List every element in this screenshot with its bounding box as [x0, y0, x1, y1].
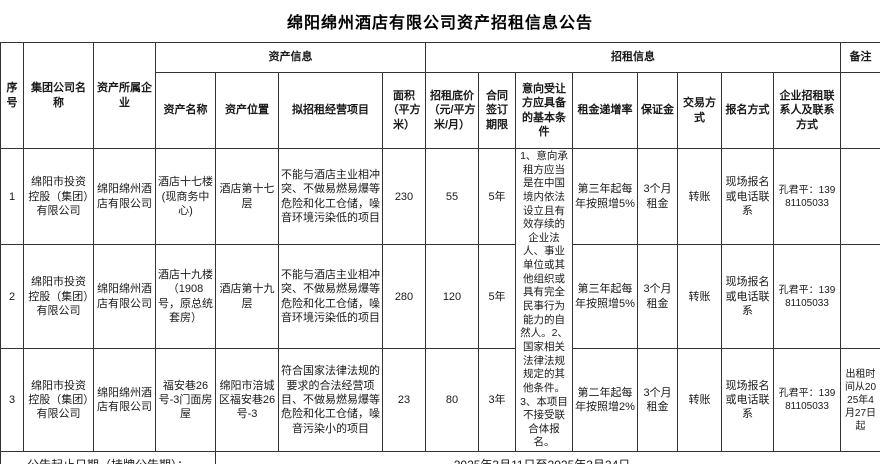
- cell-registration: 现场报名或电话联系: [721, 244, 774, 350]
- header-transaction: 交易方式: [677, 72, 722, 149]
- cell-contract-term: 3年: [478, 348, 516, 453]
- header-project: 拟招租经营项目: [278, 72, 383, 149]
- page-title: 绵阳绵州酒店有限公司资产招租信息公告: [286, 15, 593, 32]
- cell-group-company: 绵阳市投资控股（集团）有限公司: [23, 348, 94, 453]
- cell-area: 230: [382, 147, 426, 246]
- header-area: 面积（平方米）: [382, 72, 426, 149]
- cell-contract-term: 5年: [478, 147, 516, 246]
- cell-seq: 3: [0, 348, 24, 453]
- header-asset-location: 资产位置: [215, 72, 279, 149]
- cell-base-price: 120: [425, 244, 479, 350]
- header-remark-sub: [840, 72, 880, 149]
- cell-base-price: 80: [425, 348, 479, 453]
- header-group-company: 集团公司名称: [23, 42, 94, 149]
- cell-asset-name: 酒店十七楼(现商务中心): [155, 147, 216, 246]
- cell-area: 23: [382, 348, 426, 453]
- cell-group-company: 绵阳市投资控股（集团）有限公司: [23, 244, 94, 350]
- cell-asset-location: 酒店第十七层: [215, 147, 279, 246]
- cell-area: 280: [382, 244, 426, 350]
- header-asset-name: 资产名称: [155, 72, 216, 149]
- header-base-price: 招租底价（元/平方米/月）: [425, 72, 479, 149]
- header-contact: 企业招租联系人及联系方式: [773, 72, 841, 149]
- cell-deposit: 3个月租金: [637, 147, 678, 246]
- cell-asset-name: 酒店十九楼（1908号，原总统套房）: [155, 244, 216, 350]
- cell-transaction: 转账: [677, 348, 722, 453]
- cell-registration: 现场报名或电话联系: [721, 348, 774, 453]
- cell-asset-location: 酒店第十九层: [215, 244, 279, 350]
- cell-base-price: 55: [425, 147, 479, 246]
- table-row: 1 绵阳市投资控股（集团）有限公司 绵阳绵州酒店有限公司 酒店十七楼(现商务中心…: [0, 147, 880, 453]
- footer-value: 2025年3月11日至2025年3月24日。: [215, 451, 880, 464]
- cell-asset-name: 福安巷26号-3门面房屋: [155, 348, 216, 453]
- cell-project: 不能与酒店主业相冲突、不做易燃易爆等危险和化工仓储，噪音环境污染低的项目: [278, 147, 383, 246]
- table-row: 2 绵阳市投资控股（集团）有限公司 绵阳绵州酒店有限公司 酒店十九楼（1908号…: [0, 244, 880, 350]
- cell-registration: 现场报名或电话联系: [721, 147, 774, 246]
- header-asset-info-group: 资产信息: [155, 42, 426, 73]
- cell-contact: 孔君平：13981105033: [773, 244, 841, 350]
- header-condition: 意向受让方应具备的基本条件: [515, 72, 573, 149]
- cell-contact: 孔君平：13981105033: [773, 348, 841, 453]
- header-group-row: 序号 集团公司名称 资产所属企业 资产信息 招租信息 备注: [0, 42, 880, 149]
- header-enterprise: 资产所属企业: [93, 42, 156, 149]
- cell-contract-term: 5年: [478, 244, 516, 350]
- table-row: 3 绵阳市投资控股（集团）有限公司 绵阳绵州酒店有限公司 福安巷26号-3门面房…: [0, 348, 880, 453]
- header-registration: 报名方式: [721, 72, 774, 149]
- header-detail-row: 资产名称 资产位置 拟招租经营项目 面积（平方米） 招租底价（元/平方米/月） …: [1, 72, 880, 149]
- header-deposit: 保证金: [637, 72, 678, 149]
- footer-row: 公告起止日期（挂牌公告期）： 2025年3月11日至2025年3月24日。: [0, 451, 880, 464]
- cell-deposit: 3个月租金: [637, 244, 678, 350]
- header-rent-increase: 租金递增率: [572, 72, 638, 149]
- cell-group-company: 绵阳市投资控股（集团）有限公司: [23, 147, 94, 246]
- cell-enterprise: 绵阳绵州酒店有限公司: [93, 244, 156, 350]
- cell-remark: [840, 244, 880, 350]
- header-remark: 备注: [840, 42, 880, 73]
- header-seq: 序号: [0, 42, 24, 149]
- cell-seq: 2: [0, 244, 24, 350]
- cell-condition: 1、意向承租方应当是在中国境内依法设立且有效存续的企业法人、事业单位或其他组织或…: [515, 147, 573, 453]
- cell-contact: 孔君平：13981105033: [773, 147, 841, 246]
- asset-rental-table: 序号 集团公司名称 资产所属企业 资产信息 招租信息 备注 资产名称 资产位置 …: [0, 42, 880, 464]
- cell-rent-increase: 第三年起每年按照增5%: [572, 244, 638, 350]
- cell-enterprise: 绵阳绵州酒店有限公司: [93, 348, 156, 453]
- cell-rent-increase: 第三年起每年按照增5%: [572, 147, 638, 246]
- cell-project: 不能与酒店主业相冲突、不做易燃易爆等危险和化工仓储，噪音环境污染低的项目: [278, 244, 383, 350]
- cell-rent-increase: 第二年起每年按照增2%: [572, 348, 638, 453]
- footer-label: 公告起止日期（挂牌公告期）：: [0, 451, 216, 464]
- header-rental-info-group: 招租信息: [425, 42, 841, 73]
- header-contract-term: 合同签订期限: [478, 72, 516, 149]
- cell-project: 符合国家法律法规的要求的合法经营项目、不做易燃易爆等危险和化工仓储，噪音污染小的…: [278, 348, 383, 453]
- cell-transaction: 转账: [677, 147, 722, 246]
- cell-remark: [840, 147, 880, 246]
- cell-asset-location: 绵阳市涪城区福安巷26号-3: [215, 348, 279, 453]
- cell-deposit: 3个月租金: [637, 348, 678, 453]
- cell-enterprise: 绵阳绵州酒店有限公司: [93, 147, 156, 246]
- cell-remark: 出租时间从2025年4月27日起: [840, 348, 880, 453]
- cell-seq: 1: [0, 147, 24, 246]
- cell-transaction: 转账: [677, 244, 722, 350]
